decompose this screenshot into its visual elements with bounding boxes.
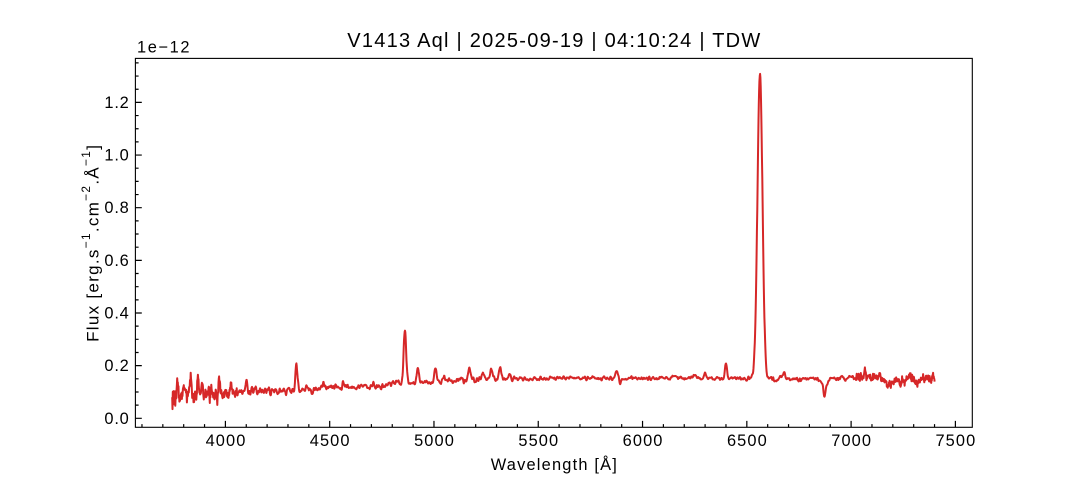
svg-text:6500: 6500 <box>727 432 768 450</box>
svg-text:0.4: 0.4 <box>104 304 129 322</box>
svg-text:6000: 6000 <box>623 432 664 450</box>
svg-text:0.6: 0.6 <box>104 252 129 270</box>
svg-text:1e−12: 1e−12 <box>137 39 191 57</box>
svg-text:4500: 4500 <box>310 432 351 450</box>
svg-text:7500: 7500 <box>935 432 976 450</box>
svg-text:0.8: 0.8 <box>104 199 129 217</box>
svg-text:0.2: 0.2 <box>104 357 129 375</box>
svg-text:5500: 5500 <box>518 432 559 450</box>
svg-text:4000: 4000 <box>206 432 247 450</box>
svg-text:0.0: 0.0 <box>104 410 129 428</box>
svg-text:V1413 Aql | 2025-09-19 | 04:10: V1413 Aql | 2025-09-19 | 04:10:24 | TDW <box>347 30 761 52</box>
svg-text:Wavelength [Å]: Wavelength [Å] <box>491 455 618 474</box>
svg-text:7000: 7000 <box>831 432 872 450</box>
svg-text:1.2: 1.2 <box>104 94 129 112</box>
svg-text:1.0: 1.0 <box>104 147 129 165</box>
svg-text:5000: 5000 <box>414 432 455 450</box>
